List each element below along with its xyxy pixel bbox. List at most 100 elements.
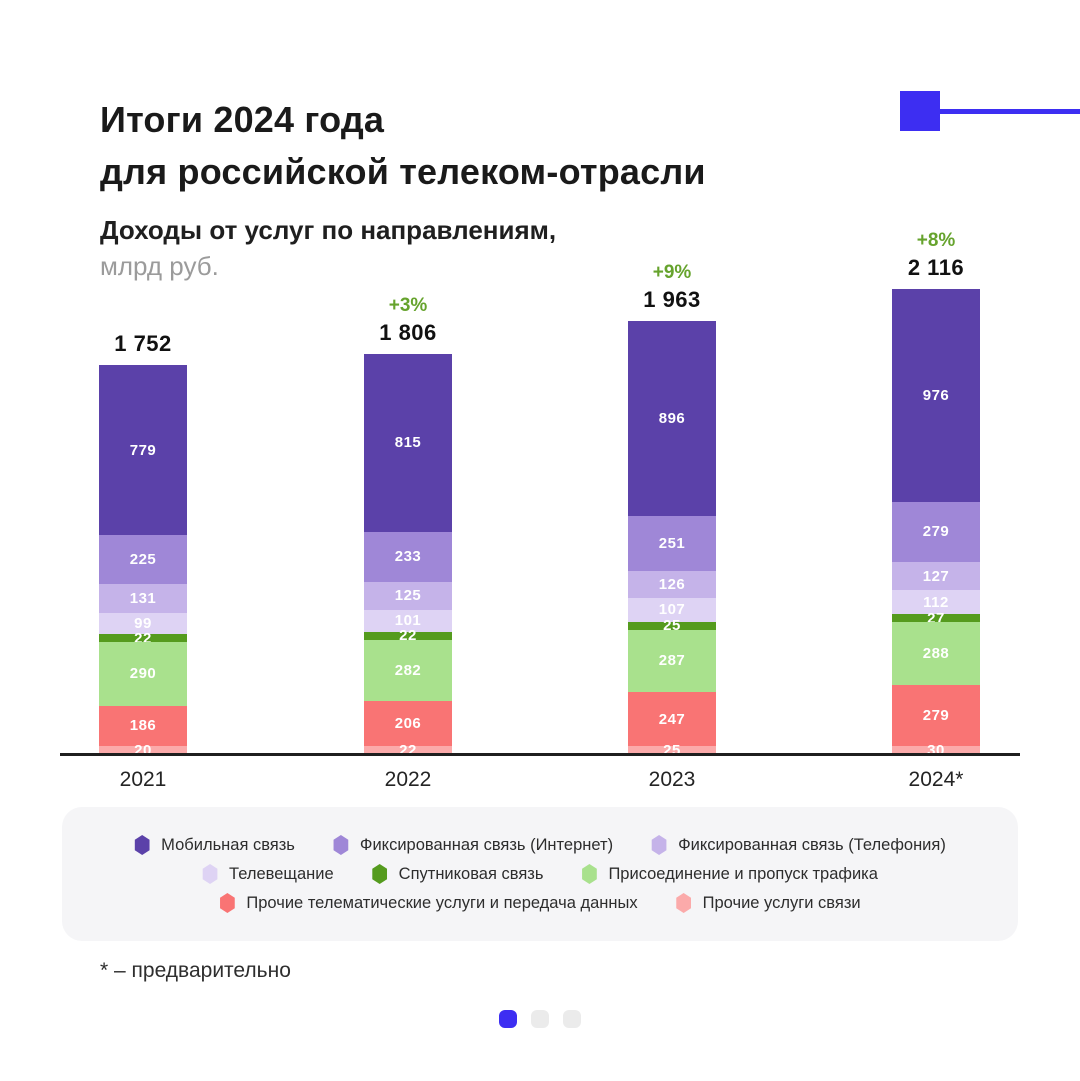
bar-segment: 251 <box>628 516 716 571</box>
bar-segment-value: 896 <box>658 409 686 427</box>
bar-segment-value: 131 <box>129 589 157 607</box>
bar-segment-value: 99 <box>134 615 152 633</box>
bar-segment-value: 288 <box>922 645 950 663</box>
bar-segment: 815 <box>364 353 452 532</box>
x-axis-category-label: 2022 <box>384 768 432 791</box>
bar-segment-value: 101 <box>394 612 422 630</box>
bar-segment: 22 <box>364 628 452 643</box>
page-title-line1: Итоги 2024 года <box>100 99 385 140</box>
growth-label: +3% <box>388 294 428 316</box>
bar-segment: 131 <box>99 584 187 613</box>
bar-segment-value: 279 <box>922 707 950 725</box>
pagination-dot-2[interactable] <box>531 1010 549 1028</box>
chart-legend: Мобильная связь Фиксированная связь (Инте… <box>62 807 1018 941</box>
bar-segment-value: 287 <box>658 652 686 670</box>
bar-segment: 282 <box>364 639 452 702</box>
legend-hexagon-icon <box>372 864 388 884</box>
legend-item: Фиксированная связь (Телефония) <box>651 835 946 855</box>
legend-label: Мобильная связь <box>161 835 295 854</box>
total-label: 1 963 <box>643 286 701 312</box>
pagination-dot-1[interactable] <box>499 1010 517 1028</box>
bar-segment: 101 <box>364 609 452 632</box>
bar-segment-value: 233 <box>394 548 422 566</box>
bar-segment-value: 25 <box>663 617 681 635</box>
bar-segment: 279 <box>892 685 980 746</box>
legend-item: Присоединение и пропуск трафика <box>581 864 878 884</box>
legend-hexagon-icon <box>676 893 691 913</box>
bar-segment-value: 112 <box>923 593 949 611</box>
legend-hexagon-icon <box>220 893 235 913</box>
bar-segment-value: 22 <box>134 629 152 647</box>
growth-label: +8% <box>916 229 956 251</box>
legend-row: Телевещание Спутниковая связь Присоединени… <box>202 864 878 884</box>
legend-item: Фиксированная связь (Интернет) <box>333 835 613 855</box>
legend-label: Фиксированная связь (Телефония) <box>678 835 946 854</box>
bar-segment: 27 <box>892 611 980 626</box>
bar-segment: 976 <box>892 288 980 502</box>
bar-segment-value: 206 <box>394 715 422 733</box>
bar-stack: 976 279 127 112 27 288 279 30 <box>892 288 980 758</box>
legend-label: Прочие телематические услуги и передача … <box>246 893 638 912</box>
legend-label: Фиксированная связь (Интернет) <box>359 835 614 854</box>
bar-segment: 233 <box>364 531 452 583</box>
page-title: Итоги 2024 года для российской телеком-о… <box>100 94 706 198</box>
chart-subtitle: Доходы от услуг по направлениям, <box>100 215 557 245</box>
bar-segment: 290 <box>99 642 187 706</box>
bar-segment-value: 282 <box>394 661 422 679</box>
total-label: 1 752 <box>114 331 172 357</box>
bar-segment: 186 <box>99 705 187 746</box>
bar-segment: 206 <box>364 701 452 746</box>
bar-segment-value: 247 <box>658 710 686 728</box>
bar-segment-value: 107 <box>658 601 686 619</box>
bar-segment: 22 <box>99 631 187 646</box>
bar-segment: 25 <box>628 618 716 633</box>
bar-column-2023: +9% 1 963 896 251 126 107 25 287 247 25 <box>628 261 716 758</box>
x-axis-line <box>60 753 1020 756</box>
bar-segment-value: 127 <box>922 567 950 585</box>
bar-segment: 99 <box>99 612 187 635</box>
bar-segment: 287 <box>628 629 716 693</box>
bar-segment: 112 <box>892 590 980 615</box>
legend-row: Мобильная связь Фиксированная связь (Инте… <box>134 835 946 855</box>
legend-item: Телевещание <box>202 864 334 884</box>
legend-item: Спутниковая связь <box>372 864 544 884</box>
legend-label: Присоединение и пропуск трафика <box>608 864 878 883</box>
bar-segment-value: 290 <box>129 665 157 683</box>
legend-hexagon-icon <box>134 835 150 855</box>
total-label: 2 116 <box>907 254 965 280</box>
bar-segment-value: 779 <box>129 441 157 459</box>
footnote: * – предварительно <box>100 959 291 982</box>
legend-item: Прочие телематические услуги и передача … <box>219 893 638 913</box>
legend-item: Прочие услуги связи <box>676 893 861 913</box>
growth-label: +9% <box>652 261 692 283</box>
pagination-dot-3[interactable] <box>563 1010 581 1028</box>
bar-segment-value: 225 <box>129 551 157 569</box>
bar-segment-value: 125 <box>394 587 422 605</box>
legend-row: Прочие телематические услуги и передача … <box>219 893 861 913</box>
bar-stack: 815 233 125 101 22 282 206 22 <box>364 353 452 758</box>
bar-segment-value: 279 <box>922 523 950 541</box>
legend-label: Прочие услуги связи <box>702 893 861 912</box>
bar-segment-value: 251 <box>658 534 686 552</box>
bar-segment: 279 <box>892 501 980 563</box>
x-axis-category-label: 2024* <box>908 768 964 791</box>
bar-segment: 126 <box>628 570 716 599</box>
bar-column-2022: +3% 1 806 815 233 125 101 22 282 206 22 <box>364 294 452 758</box>
bar-segment: 125 <box>364 582 452 610</box>
legend-hexagon-icon <box>333 835 349 855</box>
x-axis-category-label: 2023 <box>648 768 696 791</box>
legend-hexagon-icon <box>651 835 667 855</box>
bar-segment: 288 <box>892 622 980 686</box>
total-label: 1 806 <box>379 319 437 345</box>
bar-segment-value: 22 <box>399 627 417 645</box>
bar-segment: 225 <box>99 535 187 585</box>
carousel-pagination <box>0 1010 1080 1028</box>
bar-segment-value: 126 <box>658 576 686 594</box>
accent-square-decoration <box>900 91 940 131</box>
bar-column-2021: 1 752 779 225 131 99 22 290 186 20 <box>99 331 187 758</box>
bar-segment-value: 976 <box>922 386 950 404</box>
accent-line-decoration <box>940 109 1080 114</box>
legend-label: Спутниковая связь <box>398 864 544 883</box>
bar-segment: 896 <box>628 320 716 517</box>
